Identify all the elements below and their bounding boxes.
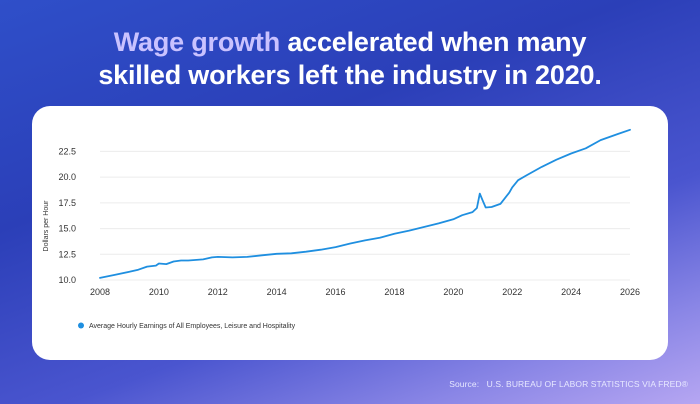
headline-line-2: skilled workers left the industry in 202… — [98, 60, 602, 90]
y-tick-labels: 10.0 12.5 15.0 17.5 20.0 22.5 — [58, 146, 76, 285]
x-tick-label: 2012 — [208, 287, 228, 297]
legend-label: Average Hourly Earnings of All Employees… — [89, 323, 296, 330]
legend-marker — [78, 322, 84, 329]
source-label: Source: — [449, 379, 480, 389]
x-tick-label: 2016 — [326, 287, 346, 297]
x-tick-label: 2026 — [620, 287, 640, 297]
source-credit: Source: U.S. BUREAU OF LABOR STATISTICS … — [449, 379, 688, 389]
y-tick-label: 17.5 — [58, 198, 76, 208]
chart-grid — [100, 150, 630, 281]
x-tick-label: 2018 — [384, 287, 404, 297]
line-chart: 10.0 12.5 15.0 17.5 20.0 22.5 2008 2010 2012 201… — [43, 128, 640, 330]
y-tick-label: 12.5 — [58, 249, 76, 259]
y-tick-label: 15.0 — [58, 224, 76, 234]
headline-line-1: Wage growth accelerated when many — [0, 26, 700, 59]
y-tick-label: 20.0 — [58, 172, 76, 182]
headline-rest: accelerated when many — [287, 27, 587, 57]
series-line — [99, 128, 631, 279]
x-tick-label: 2022 — [502, 287, 522, 297]
x-tick-label: 2024 — [561, 287, 581, 297]
legend: Average Hourly Earnings of All Employees… — [78, 322, 296, 330]
y-tick-label: 10.0 — [58, 275, 76, 285]
x-tick-label: 2014 — [267, 287, 287, 297]
x-tick-label: 2010 — [149, 287, 169, 297]
y-axis-label: Dollars per Hour — [43, 200, 50, 252]
source-text: U.S. BUREAU OF LABOR STATISTICS VIA FRED… — [486, 379, 688, 389]
headline-accent: Wage growth — [113, 27, 281, 57]
x-tick-label: 2020 — [443, 287, 463, 297]
chart-card: 10.0 12.5 15.0 17.5 20.0 22.5 2008 2010 2012 201… — [32, 106, 668, 360]
y-tick-label: 22.5 — [58, 146, 76, 156]
headline: Wage growth accelerated when many skille… — [0, 26, 700, 92]
x-tick-label: 2008 — [90, 287, 110, 297]
x-tick-labels: 2008 2010 2012 2014 2016 2018 2020 2022 2024 2026 — [90, 287, 640, 297]
series-group — [99, 128, 631, 279]
